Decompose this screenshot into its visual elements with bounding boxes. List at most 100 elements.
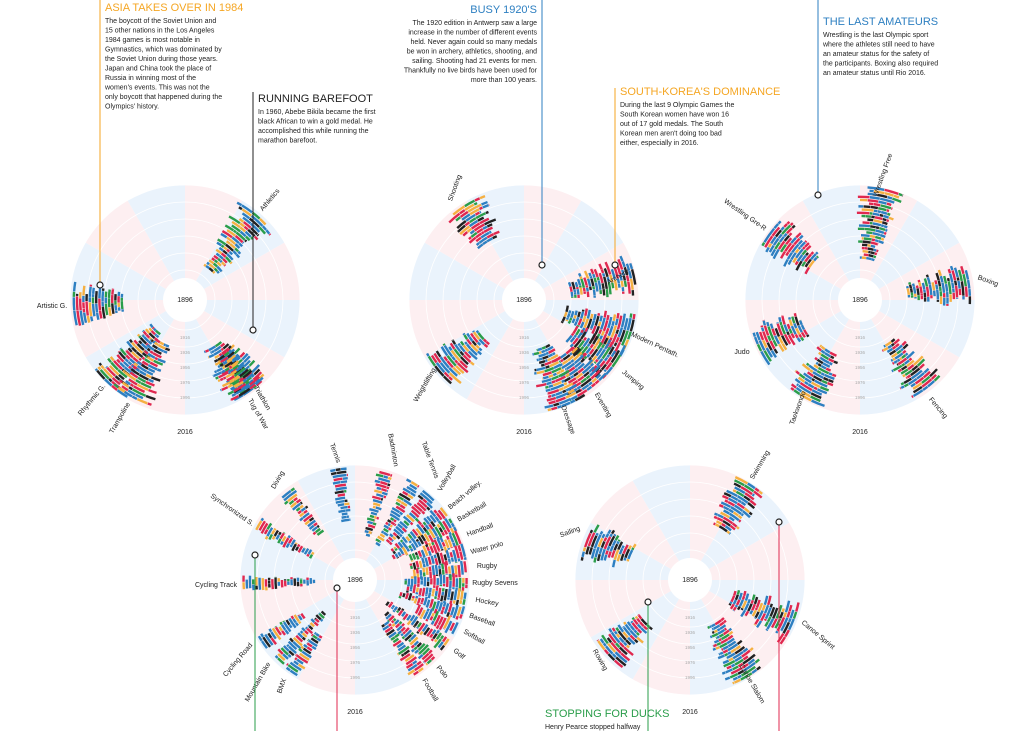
medal-arc xyxy=(292,502,301,511)
medal-arc xyxy=(794,260,799,266)
medal-arc xyxy=(714,512,719,516)
medal-arc xyxy=(624,623,632,632)
medal-arc xyxy=(245,235,251,242)
medal-arc xyxy=(384,611,390,617)
medal-arc xyxy=(734,604,738,608)
medal-arc xyxy=(921,282,926,290)
medal-arc xyxy=(786,251,793,260)
medal-arc xyxy=(73,310,78,326)
medal-arc xyxy=(900,385,905,390)
medal-arc xyxy=(399,511,404,516)
medal-arc xyxy=(297,615,303,621)
medal-arc xyxy=(579,321,585,329)
medal-arc xyxy=(380,481,388,486)
medal-arc xyxy=(417,667,424,673)
medal-arc xyxy=(596,341,603,350)
medal-arc xyxy=(245,380,250,385)
medal-arc xyxy=(728,516,735,522)
medal-arc xyxy=(435,629,440,635)
medal-arc xyxy=(555,375,566,383)
medal-arc xyxy=(368,530,372,535)
medal-arc xyxy=(909,288,913,293)
medal-arc xyxy=(747,603,753,612)
medal-arc xyxy=(589,529,594,534)
medal-arc xyxy=(728,508,734,514)
medal-arc xyxy=(231,353,240,361)
medal-arc xyxy=(404,634,413,642)
medal-arc xyxy=(606,637,613,644)
medal-arc xyxy=(224,224,235,232)
medal-arc xyxy=(740,501,747,507)
medal-arc xyxy=(302,512,310,519)
medal-arc xyxy=(254,376,264,386)
medal-arc xyxy=(545,351,549,355)
medal-arc xyxy=(588,546,593,555)
medal-arc xyxy=(737,514,743,520)
medal-arc xyxy=(614,651,628,664)
medal-arc xyxy=(227,368,234,374)
medal-arc xyxy=(242,216,252,225)
medal-arc xyxy=(293,614,300,623)
medal-arc xyxy=(878,240,884,245)
medal-arc xyxy=(443,603,450,615)
pointer-dot xyxy=(775,518,783,526)
medal-arc xyxy=(769,606,776,617)
medal-arc xyxy=(784,600,791,613)
medal-arc xyxy=(605,327,610,335)
medal-arc xyxy=(450,557,454,562)
medal-arc xyxy=(713,624,721,630)
medal-arc xyxy=(154,356,159,361)
medal-arc xyxy=(544,404,554,409)
medal-arc xyxy=(234,235,244,244)
annotation-text: where the athletes still need to have xyxy=(822,41,935,48)
medal-arc xyxy=(433,352,442,364)
medal-arc xyxy=(301,636,306,641)
medal-arc xyxy=(411,538,419,548)
medal-arc xyxy=(217,365,221,369)
medal-arc xyxy=(221,368,231,375)
medal-arc xyxy=(320,618,324,622)
medal-arc xyxy=(486,223,493,228)
medal-arc xyxy=(104,303,109,316)
medal-arc xyxy=(629,278,634,290)
medal-arc xyxy=(548,374,554,378)
medal-arc xyxy=(146,356,155,362)
medal-arc xyxy=(306,642,313,648)
medal-arc xyxy=(793,389,801,395)
medal-arc xyxy=(583,355,588,360)
medal-arc xyxy=(553,402,560,407)
medal-arc xyxy=(565,346,575,355)
medal-arc xyxy=(774,335,781,345)
medal-arc xyxy=(616,553,621,562)
medal-arc xyxy=(775,630,779,634)
medal-arc xyxy=(104,378,113,387)
medal-arc xyxy=(138,373,149,381)
medal-arc xyxy=(791,243,800,254)
medal-arc xyxy=(547,394,552,399)
medal-arc xyxy=(728,602,732,606)
medal-arc xyxy=(537,347,543,352)
medal-arc xyxy=(625,275,630,282)
annotation-text: an amateur status until Rio 2016. xyxy=(823,70,926,77)
medal-arc xyxy=(367,524,376,529)
medal-arc xyxy=(724,652,729,657)
medal-arc xyxy=(726,489,738,498)
medal-arc xyxy=(141,356,146,360)
medal-arc xyxy=(223,264,227,267)
year-label: 1976 xyxy=(350,660,361,665)
medal-arc xyxy=(608,633,617,644)
medal-arc xyxy=(573,321,578,327)
medal-arc xyxy=(747,502,756,510)
medal-arc xyxy=(243,221,252,229)
medal-arc xyxy=(439,644,446,651)
medal-arc xyxy=(306,627,314,635)
medal-arc xyxy=(387,619,390,623)
medal-arc xyxy=(443,371,450,378)
medal-arc xyxy=(304,630,309,635)
year-label: 1916 xyxy=(685,615,696,620)
medal-arc xyxy=(762,331,769,343)
ring xyxy=(273,498,437,662)
medal-arc xyxy=(828,372,833,376)
medal-arc xyxy=(793,323,798,329)
medal-arc xyxy=(601,343,606,349)
